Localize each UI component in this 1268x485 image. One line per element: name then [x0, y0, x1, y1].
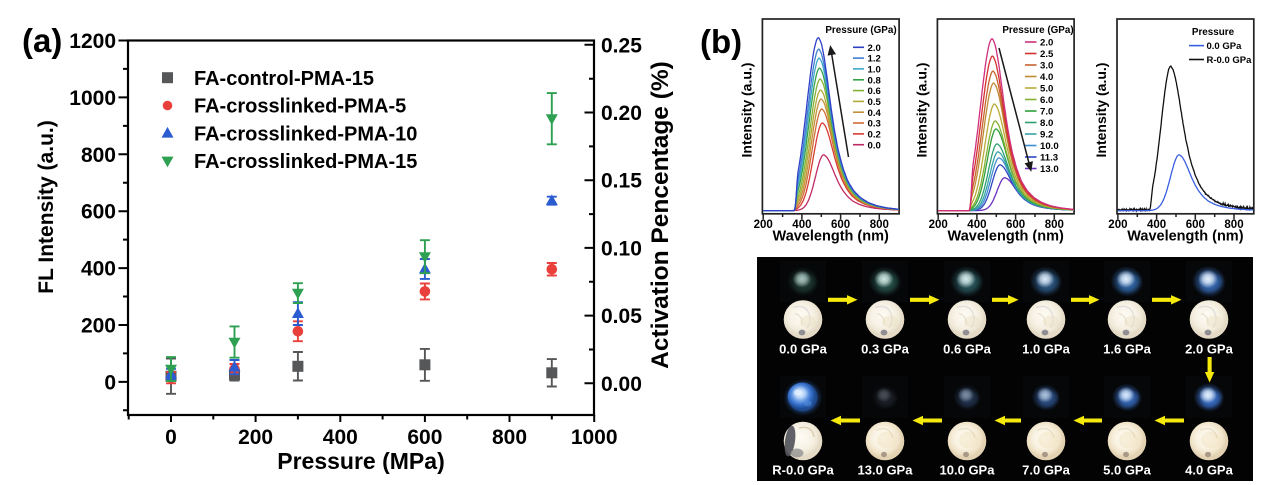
svg-text:FA-control-PMA-15: FA-control-PMA-15 — [194, 68, 374, 90]
svg-text:R-0.0 GPa: R-0.0 GPa — [1207, 55, 1253, 66]
svg-text:800: 800 — [492, 426, 527, 449]
svg-text:0.0: 0.0 — [868, 140, 881, 151]
svg-text:1000: 1000 — [571, 426, 618, 449]
svg-text:11.3: 11.3 — [1040, 153, 1058, 164]
svg-text:200: 200 — [238, 426, 273, 449]
svg-text:0: 0 — [104, 371, 116, 394]
svg-text:800: 800 — [1045, 219, 1064, 231]
svg-text:200: 200 — [1108, 219, 1127, 231]
svg-text:800: 800 — [870, 219, 889, 231]
svg-text:4.0: 4.0 — [1040, 72, 1053, 83]
svg-text:6.0: 6.0 — [1040, 95, 1053, 106]
svg-text:600: 600 — [81, 201, 116, 224]
svg-text:200: 200 — [754, 219, 773, 231]
svg-text:13.0 GPa: 13.0 GPa — [858, 463, 914, 478]
svg-text:13.0: 13.0 — [1040, 164, 1059, 175]
svg-text:(b): (b) — [700, 23, 742, 60]
svg-text:1.0: 1.0 — [868, 65, 881, 76]
svg-text:600: 600 — [831, 219, 850, 231]
svg-text:Intensity (a.u.): Intensity (a.u.) — [738, 63, 754, 158]
svg-text:200: 200 — [81, 315, 116, 338]
svg-text:0.8: 0.8 — [868, 75, 882, 86]
svg-text:2.5: 2.5 — [1040, 49, 1054, 60]
svg-text:0.3: 0.3 — [868, 119, 881, 130]
svg-text:FA-crosslinked-PMA-5: FA-crosslinked-PMA-5 — [194, 96, 406, 118]
svg-text:0.5: 0.5 — [868, 97, 882, 108]
svg-text:7.0: 7.0 — [1040, 107, 1053, 118]
svg-text:0.15: 0.15 — [601, 170, 642, 193]
svg-text:Intensity (a.u.): Intensity (a.u.) — [913, 63, 929, 158]
svg-text:400: 400 — [967, 219, 986, 231]
svg-text:600: 600 — [1006, 219, 1025, 231]
svg-text:0.20: 0.20 — [601, 102, 642, 125]
svg-text:Pressure (GPa): Pressure (GPa) — [825, 25, 896, 36]
svg-text:FA-crosslinked-PMA-15: FA-crosslinked-PMA-15 — [194, 151, 417, 173]
svg-text:9.2: 9.2 — [1040, 130, 1053, 141]
svg-text:1000: 1000 — [69, 87, 116, 110]
svg-text:600: 600 — [1186, 219, 1205, 231]
svg-text:0.00: 0.00 — [601, 373, 642, 396]
svg-text:600: 600 — [407, 426, 442, 449]
svg-text:0.3 GPa: 0.3 GPa — [861, 342, 909, 357]
svg-text:(a): (a) — [22, 22, 62, 59]
svg-text:0.6: 0.6 — [868, 86, 881, 97]
svg-text:Wavelength (nm): Wavelength (nm) — [948, 229, 1064, 245]
svg-text:3.0: 3.0 — [1040, 61, 1053, 72]
svg-text:R-0.0 GPa: R-0.0 GPa — [772, 463, 834, 478]
svg-text:10.0: 10.0 — [1040, 141, 1059, 152]
svg-text:800: 800 — [1224, 219, 1243, 231]
svg-text:1200: 1200 — [69, 30, 116, 53]
svg-text:0.10: 0.10 — [601, 237, 642, 260]
svg-text:FA-crosslinked-PMA-10: FA-crosslinked-PMA-10 — [194, 123, 417, 145]
svg-text:400: 400 — [323, 426, 358, 449]
svg-text:8.0: 8.0 — [1040, 118, 1053, 129]
svg-text:0.2: 0.2 — [868, 130, 881, 141]
svg-text:2.0: 2.0 — [868, 43, 881, 54]
svg-text:200: 200 — [929, 219, 948, 231]
svg-text:0.0 GPa: 0.0 GPa — [779, 342, 827, 357]
svg-text:0.6 GPa: 0.6 GPa — [943, 342, 991, 357]
svg-text:Activation Pencentage (%): Activation Pencentage (%) — [647, 61, 674, 369]
svg-text:0.05: 0.05 — [601, 305, 642, 328]
svg-text:0.25: 0.25 — [601, 34, 642, 57]
svg-text:5.0 GPa: 5.0 GPa — [1103, 463, 1151, 478]
svg-text:2.0 GPa: 2.0 GPa — [1185, 342, 1233, 357]
svg-text:Wavelength (nm): Wavelength (nm) — [773, 229, 889, 245]
svg-text:400: 400 — [81, 258, 116, 281]
svg-text:1.2: 1.2 — [868, 54, 881, 65]
svg-text:2.0: 2.0 — [1040, 38, 1053, 49]
svg-text:Pressure: Pressure — [1192, 27, 1235, 38]
svg-text:Pressure (GPa): Pressure (GPa) — [1002, 25, 1073, 36]
svg-text:1.0 GPa: 1.0 GPa — [1022, 342, 1070, 357]
svg-text:5.0: 5.0 — [1040, 84, 1053, 95]
svg-text:Intensity (a.u.): Intensity (a.u.) — [1093, 63, 1109, 158]
svg-text:Wavelength (nm): Wavelength (nm) — [1127, 229, 1243, 245]
svg-text:1.6 GPa: 1.6 GPa — [1103, 342, 1151, 357]
svg-text:7.0 GPa: 7.0 GPa — [1022, 463, 1070, 478]
svg-text:Pressure (MPa): Pressure (MPa) — [277, 448, 444, 474]
svg-text:0.4: 0.4 — [868, 108, 882, 119]
svg-text:800: 800 — [81, 144, 116, 167]
svg-text:10.0 GPa: 10.0 GPa — [940, 463, 996, 478]
svg-text:0.0 GPa: 0.0 GPa — [1207, 41, 1243, 52]
svg-text:4.0 GPa: 4.0 GPa — [1185, 463, 1233, 478]
svg-text:400: 400 — [792, 219, 811, 231]
svg-text:0: 0 — [165, 426, 177, 449]
svg-text:400: 400 — [1147, 219, 1166, 231]
svg-text:FL Intensity (a.u.): FL Intensity (a.u.) — [35, 120, 58, 293]
